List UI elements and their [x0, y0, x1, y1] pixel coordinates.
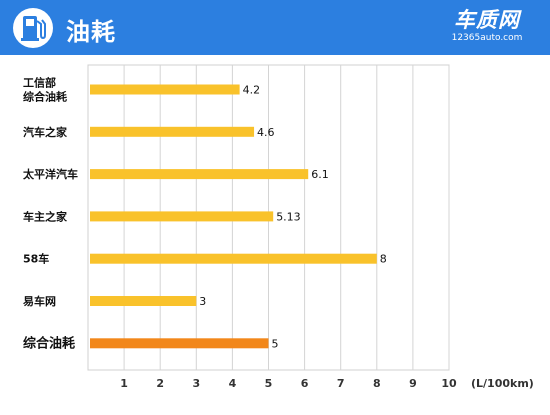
category-label: 易车网 — [23, 294, 56, 308]
data-label: 4.6 — [257, 126, 275, 139]
bar-3 — [90, 211, 273, 221]
x-axis-unit-label: (L/100km) — [471, 377, 534, 390]
data-label: 4.2 — [243, 84, 261, 97]
x-tick-label: 10 — [441, 377, 457, 390]
x-tick-label: 9 — [409, 377, 417, 390]
page-title: 油耗 — [66, 12, 116, 47]
category-label: 工信部综合油耗 — [23, 76, 67, 104]
category-label: 汽车之家 — [23, 125, 68, 139]
x-tick-label: 6 — [301, 377, 309, 390]
header-banner: 油耗 车质网 12365auto.com — [0, 0, 550, 55]
category-label: 综合油耗 — [23, 335, 75, 351]
x-tick-label: 4 — [229, 377, 237, 390]
x-tick-label: 3 — [192, 377, 200, 390]
x-tick-label: 7 — [337, 377, 345, 390]
x-tick-label: 8 — [373, 377, 381, 390]
bar-6 — [90, 338, 269, 348]
data-label: 5 — [272, 337, 279, 350]
bar-4 — [90, 254, 377, 264]
category-label: 58车 — [23, 252, 49, 266]
bar-2 — [90, 169, 308, 179]
bar-1 — [90, 127, 254, 137]
bar-0 — [90, 85, 240, 95]
brand-url: 12365auto.com — [442, 32, 532, 44]
data-label: 3 — [199, 295, 206, 308]
x-tick-label: 1 — [120, 377, 128, 390]
fuel-consumption-chart: 1 2 3 4 5 6 7 8 9 10 (L/100km) 4.2 工信部综合油耗 4.6 汽车之家 6.1… — [0, 55, 550, 415]
bar-5 — [90, 296, 196, 306]
x-tick-label: 5 — [265, 377, 273, 390]
data-label: 5.13 — [276, 210, 301, 223]
brand-logo: 车质网 12365auto.com — [442, 8, 532, 44]
fuel-pump-icon — [12, 7, 54, 49]
data-label: 8 — [380, 253, 387, 266]
data-label: 6.1 — [311, 168, 329, 181]
category-label: 车主之家 — [23, 209, 68, 223]
brand-name: 车质网 — [442, 8, 532, 32]
category-label: 太平洋汽车 — [22, 167, 78, 181]
x-tick-label: 2 — [156, 377, 164, 390]
